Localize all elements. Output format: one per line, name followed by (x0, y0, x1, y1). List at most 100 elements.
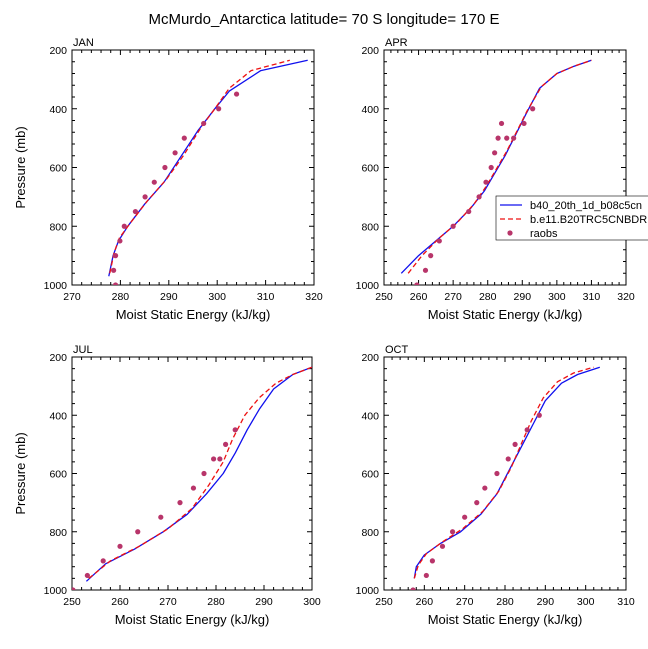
raobs-point (158, 514, 164, 520)
x-tick-label: 300 (208, 291, 226, 303)
x-tick-label: 280 (479, 291, 497, 303)
x-tick-label: 290 (160, 291, 178, 303)
y-tick-label: 800 (49, 527, 67, 539)
plot-frame (383, 356, 627, 591)
series-line-b-e11 (413, 366, 594, 579)
x-tick-label: 270 (444, 291, 462, 303)
x-tick-label: 260 (410, 291, 428, 303)
raobs-point (414, 282, 420, 285)
series-group (72, 366, 312, 590)
raobs-point (494, 470, 500, 477)
x-tick-label: 290 (255, 596, 273, 608)
y-tick-label: 200 (361, 352, 379, 364)
raobs-point (462, 514, 468, 520)
y-tick-label: 1000 (44, 585, 68, 597)
y-tick-label: 400 (361, 410, 379, 422)
raobs-point (498, 120, 505, 127)
raobs-point (488, 164, 494, 171)
panel-apr: 250 260 270 280 290 300 310 320 200 400 600 800 1000… (356, 37, 635, 322)
series-group (410, 366, 601, 590)
raobs-point (135, 529, 141, 535)
raobs-point (536, 412, 542, 418)
x-axis-title: Moist Static Energy (kJ/kg) (428, 612, 583, 627)
x-tick-label: 270 (159, 596, 177, 608)
raobs-point (201, 470, 207, 477)
series-group (400, 59, 592, 285)
raobs-point (410, 587, 416, 590)
legend-label: b40_20th_1d_b08c5cn (530, 200, 642, 212)
raobs-point (428, 253, 434, 259)
y-tick-label: 1000 (44, 280, 68, 292)
y-tick-label: 600 (49, 163, 67, 175)
series-group (108, 59, 308, 285)
raobs-point (466, 208, 472, 215)
x-tick-label: 310 (583, 291, 601, 303)
raobs-point (84, 572, 90, 579)
y-tick-label: 600 (49, 469, 67, 481)
panel-jul: 250 260 270 280 290 300 200 400 600 800 1000 JUL Moi… (13, 344, 321, 627)
series-line-b-e11 (407, 59, 592, 274)
raobs-point (530, 106, 536, 112)
raobs-point (505, 456, 511, 462)
x-tick-label: 290 (537, 596, 555, 608)
x-tick-label: 310 (257, 291, 275, 303)
series-line-b-e11 (109, 59, 290, 274)
raobs-point (216, 106, 222, 112)
panel-label: OCT (385, 344, 409, 356)
raobs-point (172, 150, 178, 156)
x-tick-label: 260 (111, 596, 129, 608)
x-tick-label: 260 (416, 596, 434, 608)
series-line-b40 (85, 366, 312, 582)
plot-frame (383, 49, 627, 286)
raobs-point (474, 500, 480, 506)
raobs-point (482, 485, 488, 491)
y-axis-title: Pressure (mb) (13, 126, 28, 208)
raobs-point (72, 587, 76, 590)
y-tick-label: 600 (361, 163, 379, 175)
plot-frame (71, 49, 315, 286)
x-tick-label: 280 (496, 596, 514, 608)
x-tick-label: 300 (577, 596, 595, 608)
raobs-point (483, 179, 489, 185)
raobs-point (117, 238, 123, 244)
raobs-point (423, 572, 429, 579)
x-axis-title: Moist Static Energy (kJ/kg) (116, 307, 271, 322)
y-tick-label: 800 (49, 221, 67, 233)
x-tick-label: 280 (207, 596, 225, 608)
plot-frame (71, 356, 313, 591)
y-tick-label: 1000 (356, 585, 380, 597)
x-tick-label: 270 (63, 291, 81, 303)
y-tick-label: 200 (49, 45, 67, 57)
raobs-point (511, 135, 517, 141)
y-tick-label: 1000 (356, 280, 380, 292)
y-tick-label: 600 (361, 469, 379, 481)
x-tick-label: 250 (63, 596, 81, 608)
raobs-point (112, 282, 119, 285)
panel-label: APR (385, 37, 408, 49)
raobs-point (429, 558, 435, 564)
y-axis-title: Pressure (mb) (13, 432, 28, 514)
raobs-point (211, 456, 217, 462)
raobs-point (190, 485, 197, 491)
legend-label: raobs (530, 228, 558, 240)
figure-title: McMurdo_Antarctica latitude= 70 S longit… (148, 11, 499, 28)
x-tick-label: 300 (303, 596, 321, 608)
panel-label: JUL (73, 344, 93, 356)
raobs-point (449, 529, 456, 535)
raobs-point (201, 120, 207, 127)
panel-oct: 250 260 270 280 290 300 310 200 400 600 800 1000 OCT… (356, 344, 635, 627)
raobs-point (436, 238, 442, 244)
raobs-point (181, 135, 187, 141)
raobs-point (476, 194, 482, 200)
raobs-point (121, 223, 127, 229)
panel-label: JAN (73, 37, 94, 49)
raobs-point (112, 253, 119, 259)
legend-box (495, 195, 648, 241)
legend-marker (507, 230, 513, 236)
x-tick-label: 310 (617, 596, 635, 608)
raobs-point (422, 267, 429, 273)
y-tick-label: 200 (49, 352, 67, 364)
raobs-point (450, 223, 456, 229)
x-tick-label: 250 (375, 291, 393, 303)
